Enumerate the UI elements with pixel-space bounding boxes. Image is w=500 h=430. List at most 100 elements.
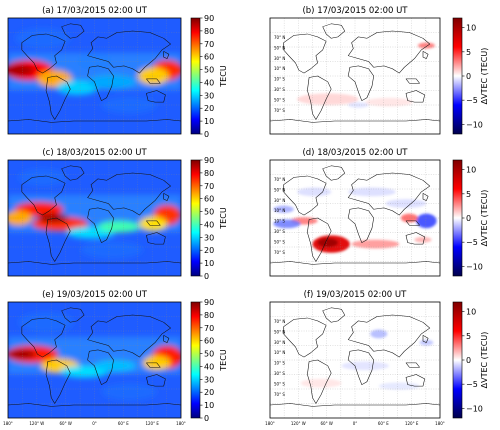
lat-tick-label: 70° S [274, 250, 285, 255]
colorbar-tick-label: 0 [204, 414, 209, 423]
dtec-blob [416, 213, 437, 229]
tec-colorbar-2: 0 10 20 30 40 50 60 70 80 90 TECU [190, 156, 228, 281]
lon-tick-label: 60° E [118, 421, 129, 426]
colorbar-bar [452, 17, 463, 135]
colorbar-tick-label: 0 [466, 72, 471, 81]
colorbar-tick-label: 10 [204, 259, 214, 268]
panel-title: (e) 19/03/2015 02:00 UT [42, 290, 148, 300]
lat-tick-label: 10° N [274, 350, 285, 355]
tec-colorbar-0: 0 10 20 30 40 50 60 70 80 90 TECU [190, 14, 228, 139]
colorbar-tick-label: −10 [466, 404, 483, 413]
colorbar-tick-label: 20 [204, 104, 214, 113]
colorbar-label: TECU [219, 207, 228, 230]
lat-tick-label: 70° S [274, 392, 285, 397]
colorbar-label: ΔVTEC (TECU) [480, 48, 489, 105]
lat-tick-label: 10° S [274, 219, 285, 224]
colorbar-tick-label: 60 [204, 53, 214, 62]
map-frame [269, 17, 441, 135]
colorbar-tick-label: 80 [204, 311, 214, 320]
colorbar-label: TECU [219, 349, 228, 372]
map-frame [269, 159, 441, 277]
dtec-blob [370, 329, 388, 339]
colorbar-tick-label: 5 [466, 190, 471, 199]
dtec-blob [300, 378, 342, 388]
colorbar-tick-label: 10 [204, 117, 214, 126]
dtec-blob [385, 199, 427, 208]
colorbar-tick-label: 10 [466, 166, 476, 175]
dtec-blob [417, 42, 435, 49]
map-content [270, 160, 440, 276]
colorbar-bar [190, 159, 201, 277]
colorbar-tick-label: 0 [466, 356, 471, 365]
lat-tick-label: 50° N [274, 187, 285, 192]
colorbar-tick-label: 70 [204, 40, 214, 49]
lon-tick-label: 180° [3, 421, 13, 426]
lat-tick-label: 30° S [274, 87, 285, 92]
colorbar-tick-label: 0 [204, 130, 209, 139]
lat-tick-label: 30° S [274, 371, 285, 376]
panel-title: (a) 17/03/2015 02:00 UT [42, 6, 148, 16]
dtec-blob [341, 361, 390, 371]
map-frame [269, 301, 441, 419]
lat-tick-label: 50° N [274, 45, 285, 50]
lon-tick-label: 0° [92, 421, 97, 426]
colorbar-tick-label: 5 [466, 332, 471, 341]
colorbar-tick-label: 70 [204, 324, 214, 333]
colorbar-tick-label: 60 [204, 195, 214, 204]
lon-tick-label: 120° E [145, 421, 159, 426]
colorbar-label: ΔVTEC (TECU) [480, 332, 489, 389]
dtec-blob [351, 239, 400, 249]
colorbar-bar [452, 301, 463, 419]
lon-tick-label: 60° W [60, 421, 72, 426]
x-axis-labels-left: 180° 120° W 60° W 0° 60° E 120° E 180° [3, 421, 186, 426]
colorbar-tick-label: 80 [204, 27, 214, 36]
colorbar-tick-label: −5 [466, 238, 478, 247]
lat-tick-label: 30° N [274, 198, 285, 203]
tec-blob [87, 74, 137, 90]
tec-blob [101, 96, 157, 114]
map-frame [7, 301, 182, 419]
map-content [270, 302, 440, 418]
colorbar-tick-label: 30 [204, 233, 214, 242]
colorbar-tick-label: 50 [204, 208, 214, 217]
colorbar-tick-label: 20 [204, 246, 214, 255]
dtec-field [297, 42, 435, 108]
colorbar-tick-label: 70 [204, 182, 214, 191]
tec-blob [94, 360, 137, 372]
panel-title: (f) 19/03/2015 02:00 UT [304, 290, 407, 300]
lat-tick-label: 70° N [274, 319, 285, 324]
tec-blob [139, 216, 168, 232]
dtec-colorbar-3: −10 −5 0 5 10 ΔVTEC (TECU) [452, 159, 489, 277]
map-panel-d: (d) 18/03/2015 02:00 UT 70° N 50° N 30° N 10… [269, 148, 441, 277]
lat-tick-label: 30° N [274, 56, 285, 61]
lat-tick-label: 10° N [274, 208, 285, 213]
colorbar-tick-label: 90 [204, 14, 214, 23]
lon-tick-label: 180° [176, 421, 186, 426]
tec-blob [59, 365, 109, 378]
dtec-blob [414, 236, 432, 243]
colorbar-tick-label: −10 [466, 120, 483, 129]
tec-blob [8, 64, 34, 76]
lon-tick-label: 60° E [378, 421, 389, 426]
tec-blob [137, 67, 169, 85]
lat-tick-label: 30° N [274, 340, 285, 345]
tec-blob [18, 168, 67, 187]
colorbar-tick-label: 30 [204, 91, 214, 100]
lat-tick-label: 50° S [274, 240, 285, 245]
dtec-blob [273, 205, 294, 213]
dtec-blob [297, 93, 359, 105]
tec-blob [8, 349, 36, 359]
dtec-blob [348, 102, 369, 108]
map-content [8, 18, 181, 134]
colorbar-tick-label: 40 [204, 362, 214, 371]
map-panel-f: (f) 19/03/2015 02:00 UT 70° N 50° N 30° N 10… [269, 290, 441, 419]
colorbar-tick-label: 5 [466, 48, 471, 57]
colorbar-tick-label: 80 [204, 169, 214, 178]
lon-tick-label: 0° [353, 421, 358, 426]
colorbar-tick-label: 50 [204, 66, 214, 75]
lat-tick-label: 30° S [274, 229, 285, 234]
lon-tick-label: 120° W [29, 421, 44, 426]
map-panel-b: (b) 17/03/2015 02:00 UT 70° N 50° N 30° N 10… [269, 6, 441, 135]
lat-tick-label: 70° S [274, 108, 285, 113]
